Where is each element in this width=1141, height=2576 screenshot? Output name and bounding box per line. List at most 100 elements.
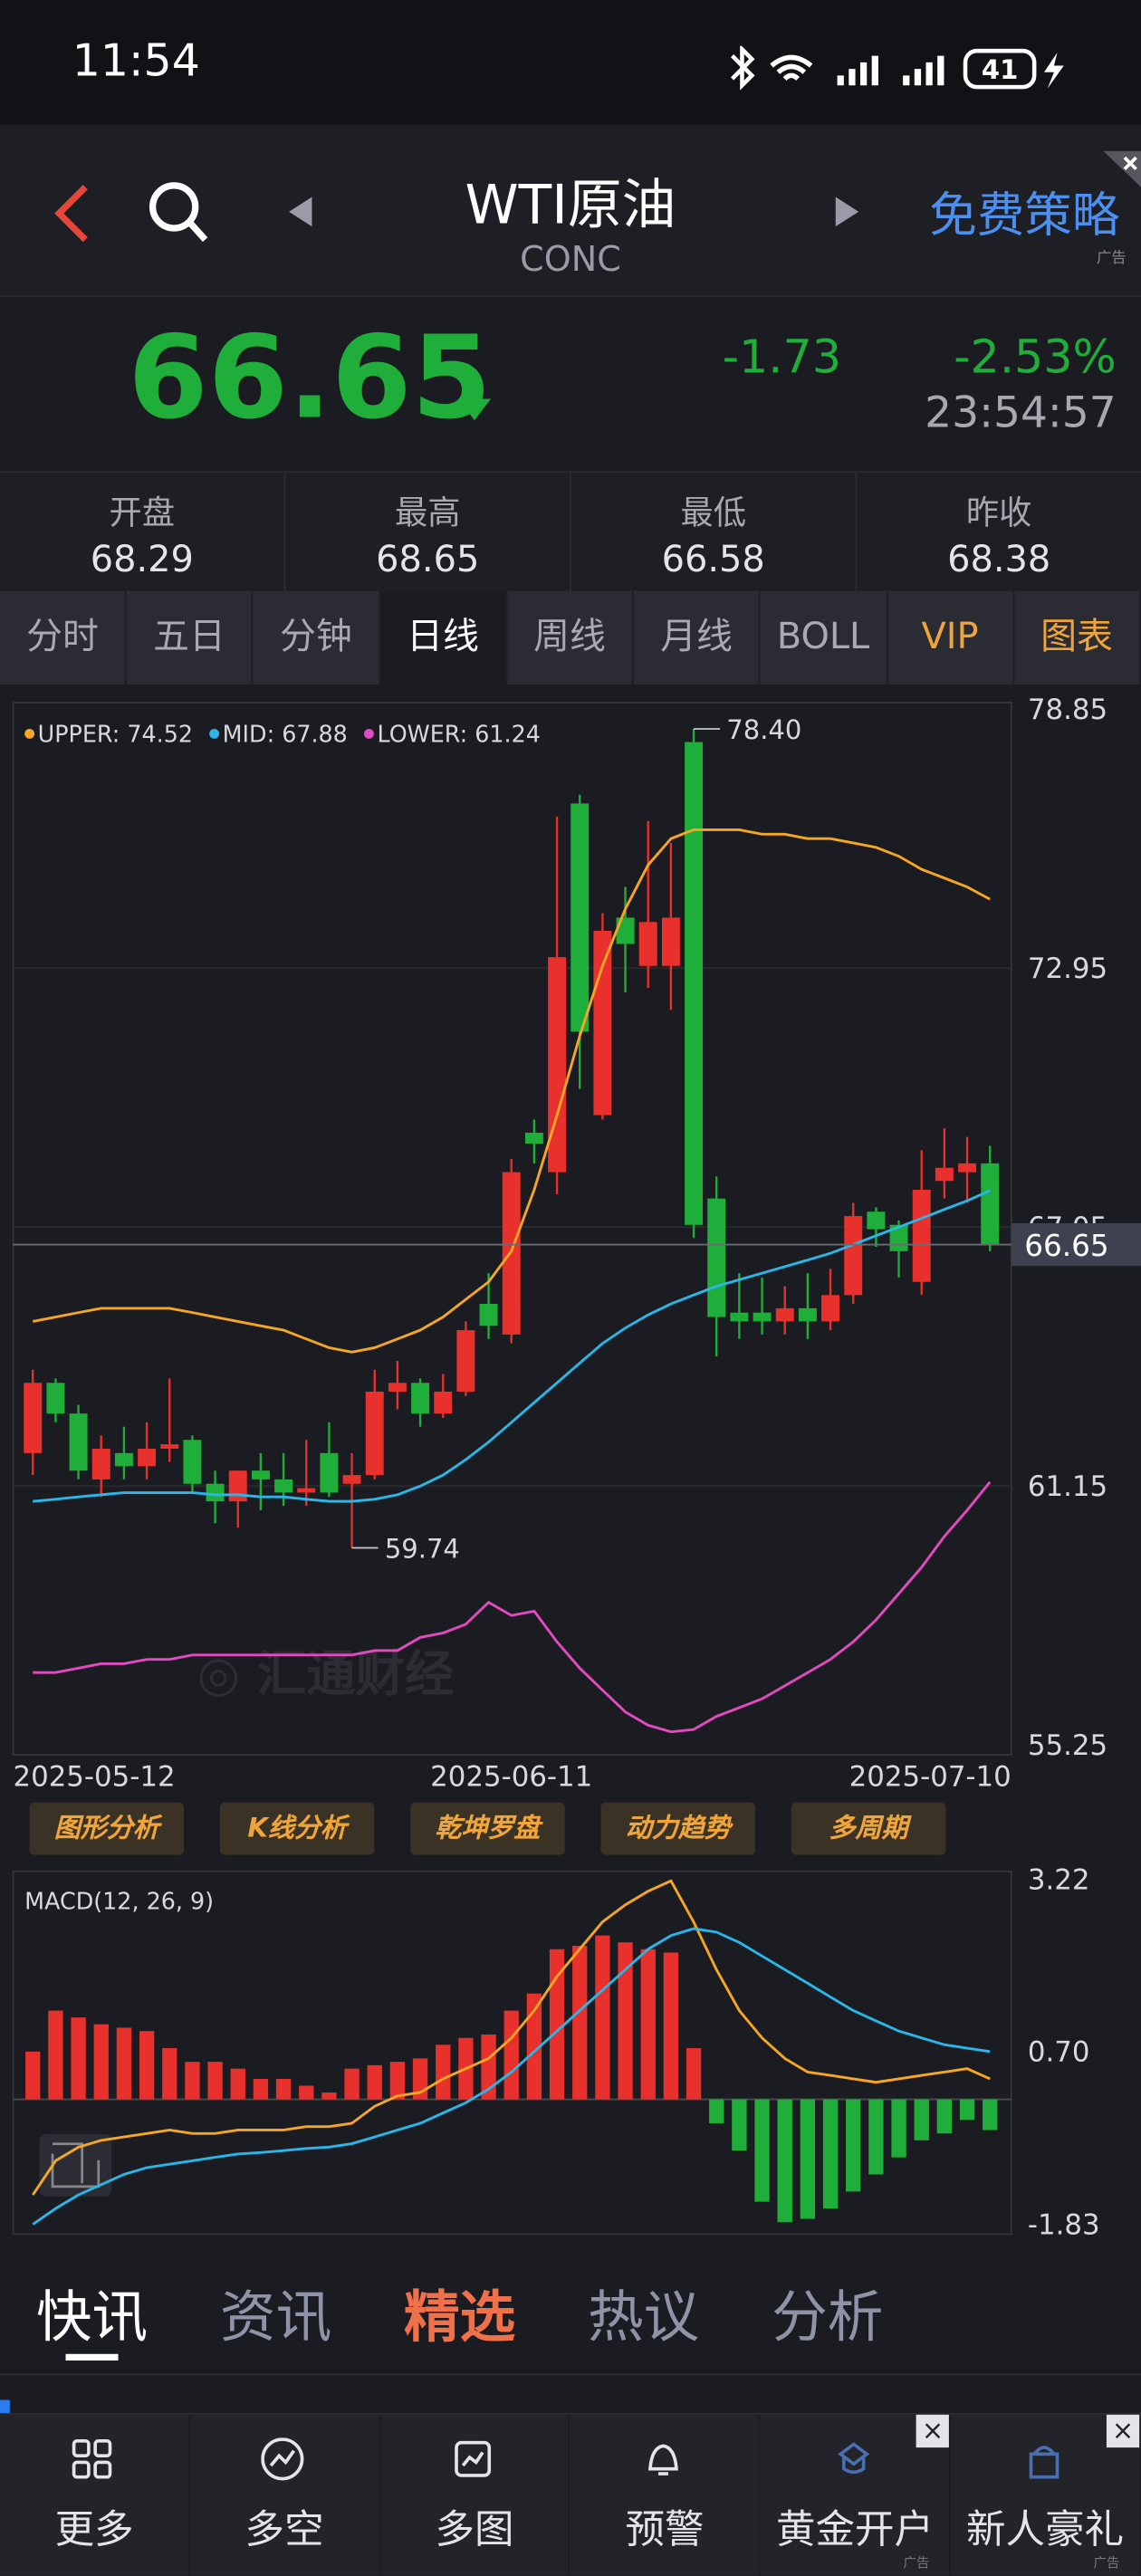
macd-bar	[139, 2031, 155, 2100]
y-tick-label: 72.95	[1028, 953, 1107, 985]
x-tick-label: 2025-06-11	[430, 1760, 592, 1793]
back-button[interactable]	[49, 180, 98, 246]
nav-item[interactable]: 多图	[380, 2414, 570, 2576]
macd-bar	[572, 1945, 588, 2100]
candle-body	[388, 1383, 407, 1392]
stat-label: 昨收	[965, 492, 1032, 532]
macd-line	[32, 1927, 991, 2226]
x-tick-label: 2025-07-10	[849, 1760, 1012, 1793]
tool-button[interactable]: 图形分析	[29, 1802, 185, 1855]
nav-item[interactable]: 多空	[190, 2414, 380, 2576]
macd-bar	[754, 2099, 770, 2202]
down-arrow	[457, 378, 492, 421]
candle-body	[434, 1391, 453, 1414]
candle-body	[456, 1330, 475, 1392]
candle-body	[91, 1448, 110, 1480]
nav-label: 预警	[625, 2506, 705, 2553]
candle-body	[479, 1304, 498, 1326]
legend-dot	[24, 728, 35, 739]
candle-body	[160, 1444, 179, 1449]
next-instrument[interactable]	[829, 194, 862, 230]
macd-bar	[25, 2051, 41, 2100]
stat-label: 最高	[395, 492, 461, 532]
candle-body	[342, 1475, 361, 1484]
macd-bar	[207, 2062, 223, 2100]
last-price-box	[1011, 1223, 1141, 1267]
macd-bar	[868, 2099, 884, 2175]
status-icons: 41	[730, 45, 1064, 91]
y-tick-label: 78.85	[1028, 694, 1107, 726]
tool-button[interactable]: 乾坤罗盘	[410, 1802, 565, 1855]
promo-link[interactable]: 免费策略	[929, 187, 1120, 244]
ad-tag: 广告	[903, 2555, 930, 2571]
nav-label: 黄金开户	[776, 2506, 935, 2553]
candle-body	[821, 1295, 840, 1322]
period-tab[interactable]: 周线	[507, 590, 634, 685]
close-ad[interactable]: ×	[1106, 2414, 1140, 2448]
stat-label: 开盘	[109, 492, 176, 532]
macd-bar	[344, 2068, 360, 2100]
nav-item[interactable]: 黄金开户广告 ×	[761, 2414, 951, 2576]
news-tab[interactable]: 热议	[588, 2284, 700, 2351]
tool-button[interactable]: 动力趋势	[600, 1802, 755, 1855]
period-tab[interactable]: 月线	[634, 590, 761, 685]
stat-value: 68.65	[376, 540, 480, 581]
news-tab[interactable]: 分析	[772, 2284, 884, 2351]
boll-line	[33, 1480, 992, 1734]
period-tab[interactable]: 分钟	[254, 590, 380, 685]
period-tab[interactable]: VIP	[887, 590, 1014, 685]
macd-bar	[846, 2099, 861, 2192]
tool-button[interactable]: 多周期	[791, 1802, 946, 1855]
candle-body	[707, 1198, 726, 1317]
candle-body	[548, 957, 567, 1173]
macd-bar	[185, 2062, 200, 2100]
search-button[interactable]	[145, 177, 211, 250]
macd-bar	[595, 1935, 610, 2100]
candle-body	[114, 1452, 133, 1467]
y-tick-label: 0.70	[1028, 2036, 1090, 2069]
legend-dot	[363, 728, 374, 739]
ad-tag: 广告	[1097, 251, 1127, 268]
period-tab[interactable]: 日线	[379, 590, 507, 685]
y-tick-label: 55.25	[1028, 1729, 1107, 1762]
close-ad[interactable]: ×	[916, 2414, 950, 2448]
candle-body	[297, 1488, 316, 1493]
close-ad[interactable]	[1103, 150, 1141, 187]
candle-body	[138, 1448, 157, 1467]
candle-body	[616, 917, 635, 944]
period-tab[interactable]: 五日	[127, 590, 254, 685]
tool-button[interactable]: K线分析	[219, 1802, 375, 1855]
prev-instrument[interactable]	[285, 194, 318, 230]
period-tab[interactable]: 图表	[1014, 590, 1141, 685]
macd-title: MACD(12, 26, 9)	[24, 1887, 214, 1914]
boll-line	[33, 1189, 991, 1503]
macd-line	[32, 1879, 991, 2196]
analysis-tools: 图形分析 K线分析 乾坤罗盘 动力趋势 多周期	[0, 1802, 1141, 1862]
nav-item[interactable]: 预警	[570, 2414, 761, 2576]
period-tab[interactable]: BOLL	[761, 590, 887, 685]
news-tab[interactable]: 资讯	[219, 2284, 332, 2351]
macd-bar	[732, 2099, 747, 2151]
price-change: -1.73	[722, 330, 842, 385]
period-tab[interactable]: 分时	[0, 590, 127, 685]
macd-bar	[663, 1952, 679, 2100]
candle-body	[46, 1383, 65, 1414]
bottom-nav: 更多 多空 多图 预警 黄金开户广告 × 新人豪礼 广告 ×	[0, 2413, 1141, 2576]
candle-body	[69, 1413, 88, 1471]
news-tab[interactable]: 快讯	[35, 2284, 149, 2351]
macd-bar	[230, 2068, 245, 2100]
stat-label: 最低	[680, 492, 746, 532]
nav-item[interactable]: 更多	[0, 2414, 190, 2576]
nav-label: 多空	[244, 2506, 324, 2553]
macd-bar	[367, 2064, 382, 2100]
macd-bar	[389, 2062, 406, 2100]
news-tab[interactable]: 精选	[403, 2284, 516, 2351]
macd-bar	[162, 2048, 177, 2100]
candle-body	[958, 1163, 977, 1173]
draw-tool-button[interactable]	[39, 2133, 112, 2197]
macd-bar	[936, 2099, 953, 2134]
header: WTI原油 CONC 免费策略 广告	[0, 124, 1141, 298]
last-price-label: 66.65	[1024, 1229, 1108, 1263]
nav-item[interactable]: 新人豪礼 广告 ×	[951, 2414, 1141, 2576]
